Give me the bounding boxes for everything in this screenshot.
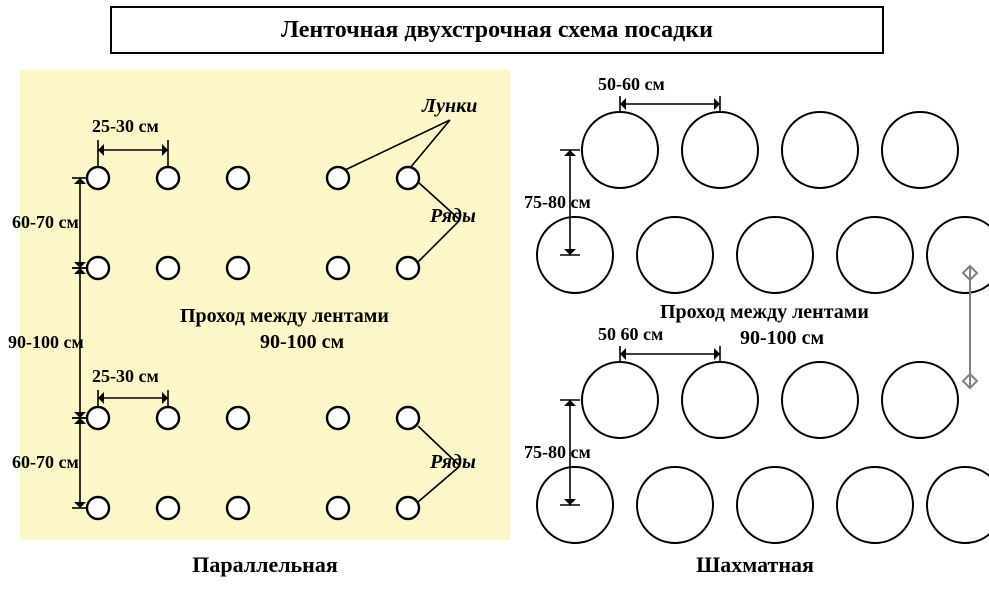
planting-hole xyxy=(157,407,179,429)
parallel-subtitle: Параллельная xyxy=(20,552,510,578)
planting-hole xyxy=(157,167,179,189)
planting-hole xyxy=(397,407,419,429)
planting-hole xyxy=(737,467,813,543)
parallel-svg: 25-30 см25-30 см60-70 см90-100 см60-70 с… xyxy=(20,70,510,540)
planting-hole xyxy=(397,167,419,189)
planting-hole xyxy=(87,257,109,279)
planting-hole xyxy=(87,497,109,519)
planting-hole xyxy=(397,257,419,279)
dimension-label: 75-80 см xyxy=(524,442,591,462)
callout-line xyxy=(345,120,450,170)
planting-hole xyxy=(227,167,249,189)
planting-hole xyxy=(327,497,349,519)
dimension-label: 25-30 см xyxy=(92,116,159,136)
planting-hole xyxy=(227,257,249,279)
planting-hole xyxy=(782,362,858,438)
callout-line xyxy=(410,120,450,168)
callout-label: Лунки xyxy=(421,95,477,117)
planting-hole xyxy=(737,217,813,293)
aisle-label: Проход между лентами xyxy=(660,301,869,323)
aisle-label: 90-100 см xyxy=(740,327,824,349)
diagram-title: Ленточная двухстрочная схема посадки xyxy=(281,17,713,43)
aisle-label: Проход между лентами xyxy=(180,305,389,327)
planting-hole xyxy=(157,497,179,519)
aisle-label: 90-100 см xyxy=(260,331,344,353)
planting-hole xyxy=(782,112,858,188)
planting-hole xyxy=(882,362,958,438)
planting-hole xyxy=(582,362,658,438)
dimension-label: 90-100 см xyxy=(8,332,84,352)
planting-hole xyxy=(837,217,913,293)
staggered-subtitle-text: Шахматная xyxy=(696,552,814,577)
parallel-subtitle-text: Параллельная xyxy=(192,552,338,577)
dimension-label: 75-80 см xyxy=(524,192,591,212)
dimension-label: 50-60 см xyxy=(598,74,665,94)
planting-hole xyxy=(927,217,989,293)
planting-hole xyxy=(87,167,109,189)
staggered-subtitle: Шахматная xyxy=(530,552,980,578)
planting-hole xyxy=(882,112,958,188)
planting-hole xyxy=(397,497,419,519)
planting-hole xyxy=(637,467,713,543)
planting-hole xyxy=(157,257,179,279)
parallel-panel: 25-30 см25-30 см60-70 см90-100 см60-70 с… xyxy=(20,70,510,540)
dimension-label: 60-70 см xyxy=(12,452,79,472)
planting-hole xyxy=(637,217,713,293)
diagram-title-box: Ленточная двухстрочная схема посадки xyxy=(110,6,884,54)
planting-hole xyxy=(327,257,349,279)
dimension-label: 50 60 см xyxy=(598,324,663,344)
callout-label: Ряды xyxy=(429,205,476,227)
planting-hole xyxy=(682,112,758,188)
callout-label: Ряды xyxy=(429,451,476,473)
planting-hole xyxy=(682,362,758,438)
staggered-panel: 50-60 см50 60 см75-80 см75-80 смПроход м… xyxy=(530,70,980,540)
planting-hole xyxy=(582,112,658,188)
dimension-label: 60-70 см xyxy=(12,212,79,232)
planting-hole xyxy=(927,467,989,543)
planting-hole xyxy=(227,407,249,429)
dimension-label: 25-30 см xyxy=(92,366,159,386)
planting-hole xyxy=(87,407,109,429)
planting-hole xyxy=(327,407,349,429)
planting-hole xyxy=(837,467,913,543)
planting-hole xyxy=(227,497,249,519)
staggered-svg: 50-60 см50 60 см75-80 см75-80 смПроход м… xyxy=(530,70,980,540)
